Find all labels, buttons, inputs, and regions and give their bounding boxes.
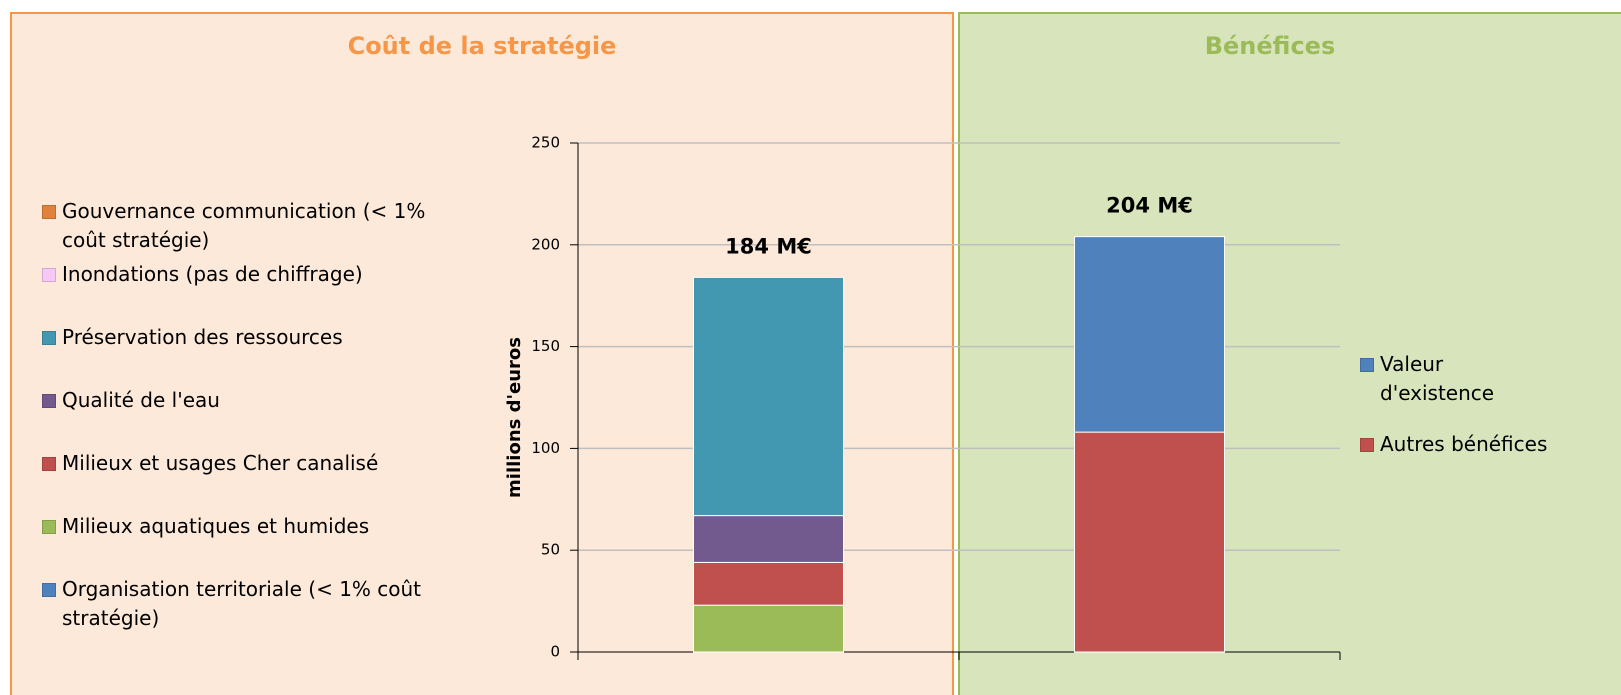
bar-segment: [1074, 431, 1225, 653]
legend-item: Autres bénéfices: [1360, 430, 1550, 459]
legend-item: Valeur d'existence: [1360, 350, 1550, 408]
legend-swatch: [42, 583, 56, 597]
legend-swatch: [42, 520, 56, 534]
legend-swatch: [1360, 358, 1374, 372]
y-tick-label: 50: [541, 541, 560, 559]
legend-label: Qualité de l'eau: [62, 388, 220, 412]
panel-title: Coût de la stratégie: [347, 32, 617, 60]
legend-item: Organisation territoriale (< 1% coût str…: [42, 575, 462, 633]
legend-swatch: [42, 394, 56, 408]
total-label: 184 M€: [725, 234, 812, 258]
legend-swatch: [42, 205, 56, 219]
benefit-panel: Bénéfices: [958, 12, 1621, 695]
y-tick-label: 100: [531, 439, 560, 457]
legend-swatch: [42, 457, 56, 471]
legend-swatch: [42, 331, 56, 345]
panel-title: Bénéfices: [1204, 32, 1336, 60]
legend-item: Milieux et usages Cher canalisé: [42, 449, 462, 478]
total-label: 204 M€: [1106, 194, 1193, 218]
y-tick-label: 250: [531, 134, 560, 152]
y-axis-title: millions d'euros: [504, 337, 525, 498]
legend-item: Gouvernance communication (< 1% coût str…: [42, 197, 462, 255]
bar-segment: [693, 561, 844, 606]
legend-label: Milieux et usages Cher canalisé: [62, 451, 379, 475]
legend-label: Préservation des ressources: [62, 325, 343, 349]
legend-label: Gouvernance communication (< 1% coût str…: [62, 199, 426, 252]
legend-item: Inondations (pas de chiffrage): [42, 260, 462, 289]
legend-item: Milieux aquatiques et humides: [42, 512, 462, 541]
legend-item: Qualité de l'eau: [42, 386, 462, 415]
bar-segment: [1074, 236, 1225, 433]
bar-segment: [693, 276, 844, 517]
legend-item: Préservation des ressources: [42, 323, 462, 352]
y-tick-label: 150: [531, 337, 560, 355]
legend-label: Valeur d'existence: [1380, 352, 1495, 405]
legend-swatch: [42, 268, 56, 282]
legend-label: Milieux aquatiques et humides: [62, 514, 370, 538]
bar-segment: [693, 515, 844, 563]
bar-segment: [693, 604, 844, 653]
legend-swatch: [1360, 438, 1374, 452]
legend-label: Organisation territoriale (< 1% coût str…: [62, 577, 422, 630]
y-tick-label: 0: [550, 643, 560, 661]
legend-label: Inondations (pas de chiffrage): [62, 262, 363, 286]
legend-label: Autres bénéfices: [1380, 432, 1548, 456]
y-tick-label: 200: [531, 235, 560, 253]
